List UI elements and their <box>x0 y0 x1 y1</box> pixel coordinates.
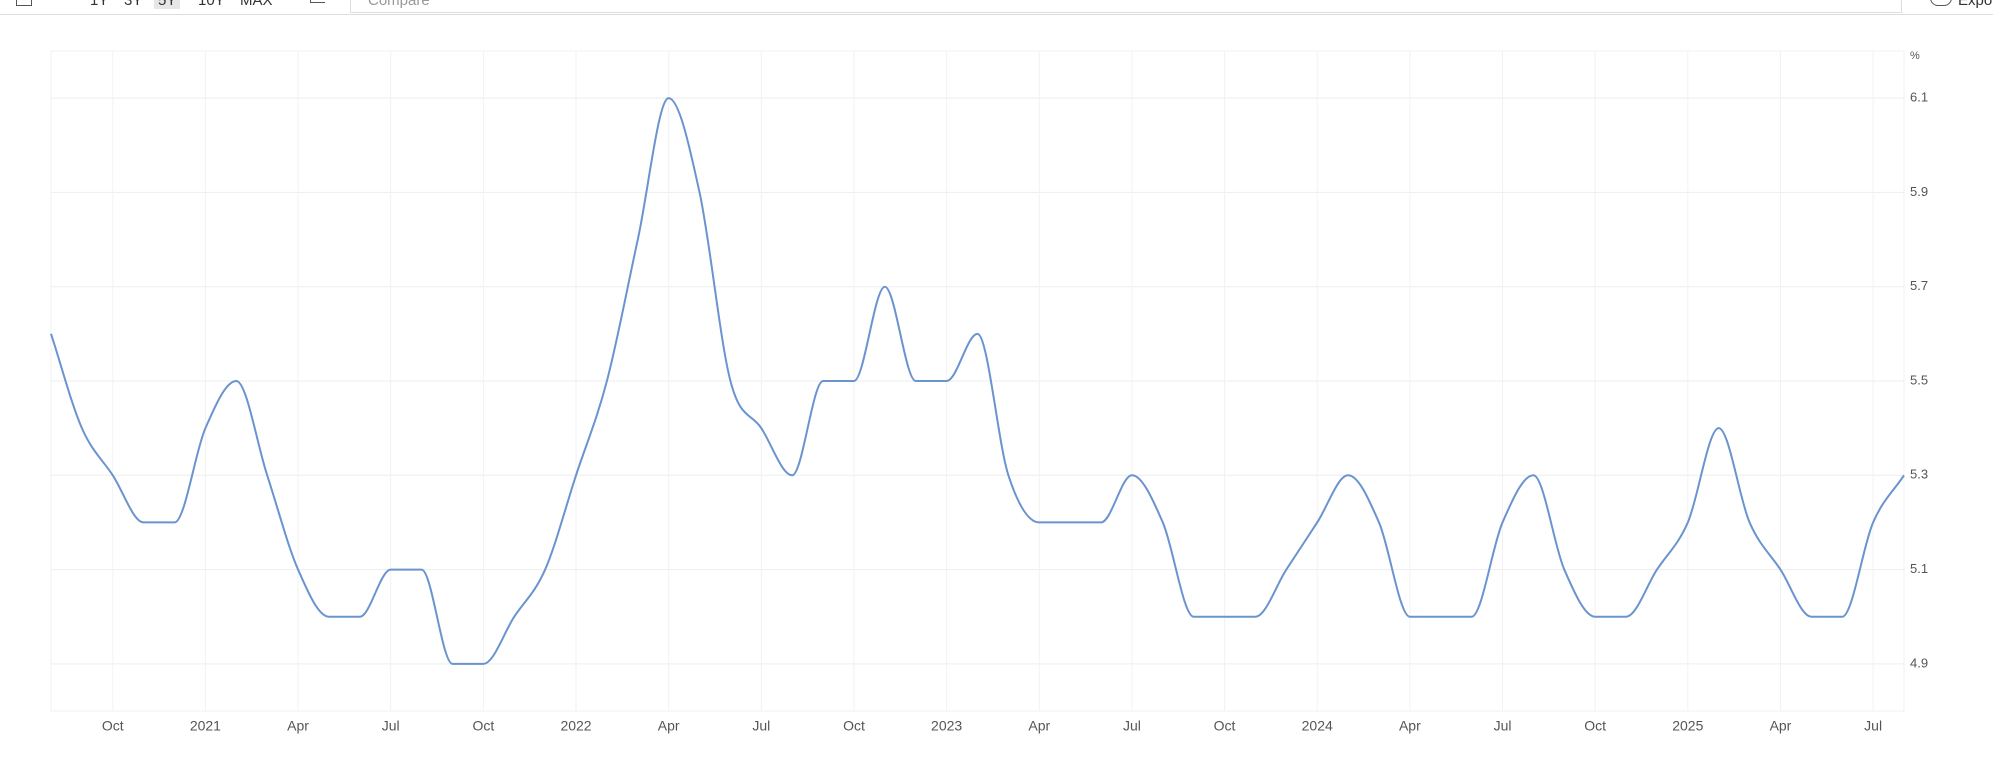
y-unit: % <box>1910 50 1920 62</box>
x-tick-label: Jul <box>1494 718 1512 734</box>
range-button[interactable]: MAX <box>240 0 273 9</box>
y-tick-label: 5.5 <box>1910 372 1928 387</box>
y-tick-label: 5.1 <box>1910 561 1928 576</box>
x-tick-label: Oct <box>1214 718 1236 734</box>
compare-box[interactable] <box>350 0 1902 13</box>
toolbar: 1Y 3Y 5Y 10Y MAX Compare Export <box>0 0 1993 15</box>
y-tick-label: 5.3 <box>1910 467 1928 482</box>
x-tick-label: Apr <box>1770 718 1792 734</box>
x-tick-label: Apr <box>1028 718 1050 734</box>
range-button[interactable]: 1Y <box>90 0 109 9</box>
y-tick-label: 6.1 <box>1910 90 1928 105</box>
x-tick-label: Oct <box>472 718 494 734</box>
x-tick-label: 2025 <box>1672 718 1703 734</box>
x-tick-label: 2022 <box>560 718 591 734</box>
x-tick-label: Jul <box>1123 718 1141 734</box>
x-tick-label: Jul <box>752 718 770 734</box>
y-tick-label: 5.9 <box>1910 184 1928 199</box>
x-tick-label: Oct <box>102 718 124 734</box>
x-tick-label: Oct <box>843 718 865 734</box>
x-tick-label: 2023 <box>931 718 962 734</box>
y-tick-label: 4.9 <box>1910 655 1928 670</box>
x-tick-label: 2021 <box>190 718 221 734</box>
range-button[interactable]: 10Y <box>198 0 225 9</box>
x-tick-label: Apr <box>287 718 309 734</box>
compare-input[interactable]: Compare <box>368 0 430 9</box>
data-line <box>50 97 1905 665</box>
chart-type-icon[interactable] <box>310 0 325 3</box>
x-tick-label: Jul <box>382 718 400 734</box>
export-button[interactable]: Export <box>1958 0 1993 9</box>
checkbox-icon[interactable] <box>16 0 32 6</box>
x-tick-label: 2024 <box>1302 718 1333 734</box>
x-tick-label: Apr <box>658 718 680 734</box>
y-tick-label: 5.7 <box>1910 278 1928 293</box>
x-tick-label: Oct <box>1584 718 1606 734</box>
x-tick-label: Apr <box>1399 718 1421 734</box>
x-tick-label: Jul <box>1864 718 1882 734</box>
range-button[interactable]: 5Y <box>154 0 181 9</box>
range-button[interactable]: 3Y <box>124 0 143 9</box>
